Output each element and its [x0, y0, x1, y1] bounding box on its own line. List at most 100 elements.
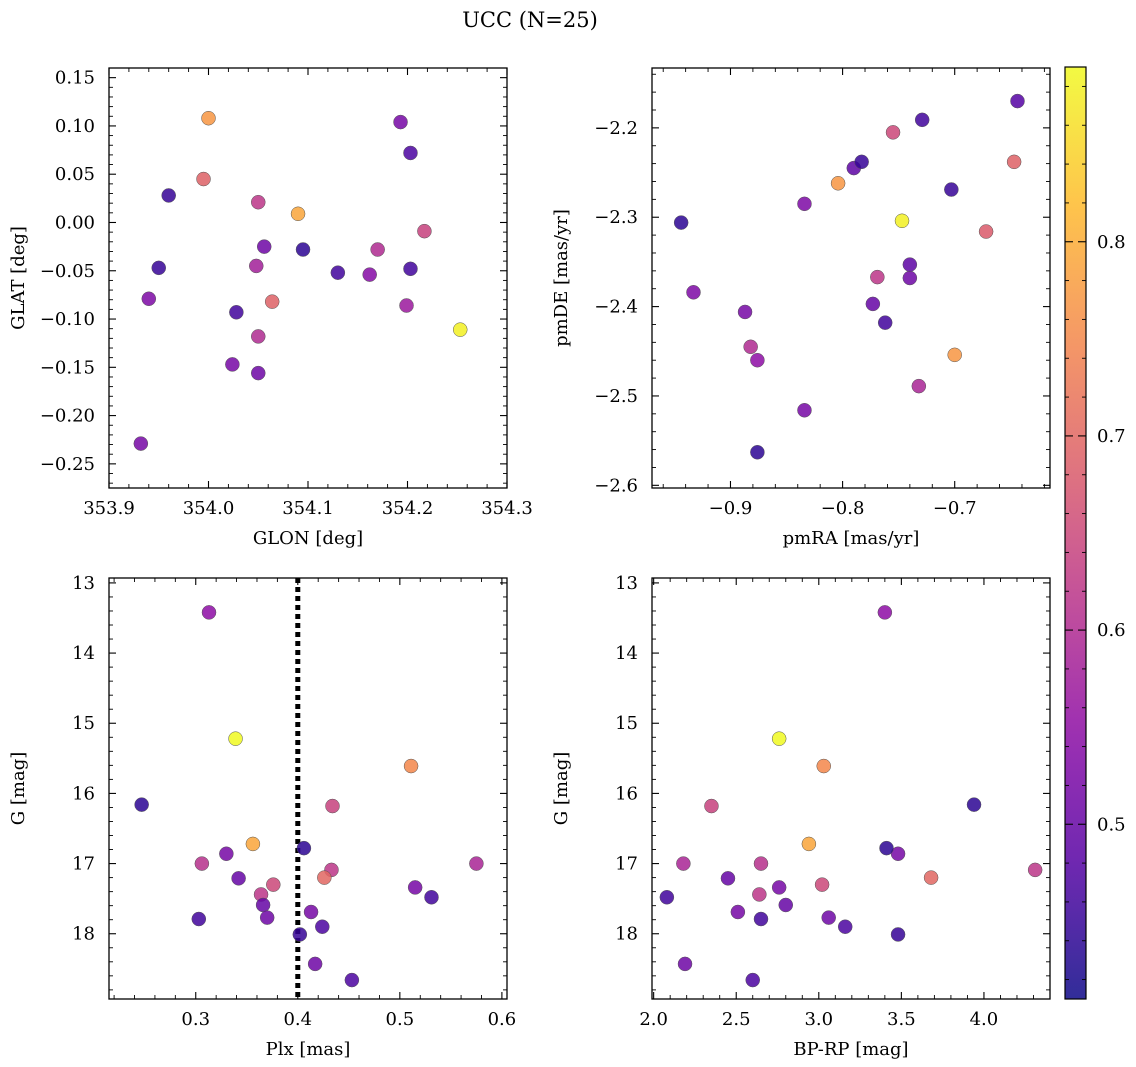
scatter-point	[196, 171, 211, 187]
scatter-point	[1006, 154, 1022, 170]
panel-top-right: −0.9 −0.8 −0.7 −2.6 −2.5 −2.4 −2.3 −2.2 pmRA [ma…	[551, 67, 1051, 549]
scatter-point	[753, 856, 769, 871]
x-tick-label: −0.7	[933, 498, 977, 519]
scatter-point	[659, 890, 675, 905]
scatter-point	[753, 911, 769, 927]
scatter-point	[877, 605, 893, 620]
scatter-point	[251, 194, 266, 210]
panel-bottom-right: 2.0 2.5 3.0 3.5 4.0 13 14 15 16 17 18 BP-RP [mag] G …	[551, 573, 1051, 1060]
scatter-point	[292, 927, 308, 942]
y-tick-label: −2.4	[594, 297, 638, 318]
colorbar-tick-label: 0.8	[1097, 232, 1126, 253]
scatter-point	[673, 215, 689, 230]
scatter-point	[194, 856, 210, 871]
scatter-point	[801, 836, 817, 852]
colorbar-tick-label: 0.6	[1097, 620, 1126, 641]
panel-top-left: 353.9 354.0 354.1 354.2 354.3 −0.25 −0.20 −0.15…	[8, 67, 533, 549]
scatter-point	[393, 114, 408, 130]
y-tick-label: 18	[72, 924, 95, 945]
scatter-point	[890, 927, 906, 942]
colorbar-tick-label: 0.7	[1097, 426, 1126, 447]
scatter-point	[966, 797, 982, 812]
y-tick-label: 14	[615, 643, 638, 664]
y-tick-label: −2.2	[594, 118, 638, 139]
axes-frame	[651, 67, 1051, 489]
y-axis-label: G [mag]	[551, 752, 572, 825]
y-tick-label: 18	[615, 924, 638, 945]
scatter-point	[452, 322, 468, 337]
scatter-point	[133, 436, 149, 451]
y-tick-label: 16	[72, 783, 95, 804]
x-tick-label: 354.3	[481, 498, 533, 519]
scatter-point	[201, 110, 216, 126]
scatter-point	[219, 846, 234, 862]
scatter-point	[879, 840, 894, 856]
scatter-point	[1010, 93, 1025, 109]
y-tick-label: −2.6	[594, 475, 638, 496]
y-tick-label: 0.10	[55, 116, 95, 137]
scatter-point	[399, 298, 414, 313]
scatter-point	[295, 242, 311, 257]
scatter-point	[797, 196, 812, 212]
y-tick-label: −0.15	[40, 357, 95, 378]
colorbar: 0.5 0.6 0.7 0.8	[1064, 66, 1126, 1000]
scatter-point	[877, 315, 893, 330]
x-tick-label: 3.5	[887, 1009, 916, 1030]
scatter-point	[403, 145, 418, 161]
y-tick-label: −0.25	[40, 454, 95, 475]
x-tick-label: 353.9	[83, 498, 135, 519]
scatter-point	[778, 897, 794, 913]
x-tick-label: 0.3	[181, 1009, 210, 1030]
colorbar-gradient	[1064, 66, 1087, 1000]
axes-frame	[651, 577, 1051, 1000]
y-tick-label: 0.05	[55, 164, 95, 185]
scatter-point	[231, 871, 246, 886]
y-tick-label: −2.3	[594, 207, 638, 228]
scatter-point	[894, 213, 910, 229]
scatter-point	[141, 291, 157, 307]
scatter-point	[134, 797, 149, 812]
scatter-point	[255, 897, 271, 913]
scatter-point	[362, 267, 377, 282]
scatter-point	[730, 904, 746, 920]
scatter-point	[161, 188, 176, 203]
scatter-point	[854, 154, 869, 170]
scatter-point	[914, 112, 930, 128]
scatter-point	[830, 176, 846, 191]
y-tick-label: 14	[72, 643, 95, 664]
scatter-point	[737, 304, 753, 320]
scatter-point	[403, 261, 418, 277]
scatter-point	[251, 365, 266, 381]
scatter-point	[923, 870, 939, 885]
scatter-point	[249, 258, 264, 274]
scatter-point	[407, 880, 423, 895]
panel-bottom-left: 0.3 0.4 0.5 0.6 13 14 15 16 17 18 Plx [mas] G [mag]	[8, 573, 516, 1060]
x-tick-label: 2.0	[639, 1009, 668, 1030]
figure-title: UCC (N=25)	[462, 8, 598, 32]
x-tick-label: −0.8	[821, 498, 865, 519]
scatter-point	[677, 956, 693, 972]
scatter-point	[317, 870, 332, 885]
scatter-point	[191, 911, 207, 927]
scatter-point	[256, 239, 272, 254]
scatter-point	[947, 347, 962, 363]
scatter-point	[1027, 862, 1043, 878]
x-tick-label: 354.0	[183, 498, 235, 519]
colorbar-tick-label: 0.5	[1097, 814, 1126, 835]
x-axis-label: pmRA [mas/yr]	[783, 528, 920, 549]
scatter-point	[403, 758, 419, 774]
y-tick-label: 16	[615, 783, 638, 804]
scatter-point	[676, 856, 691, 871]
x-tick-label: 0.4	[283, 1009, 312, 1030]
scatter-point	[303, 904, 319, 920]
scatter-point	[325, 798, 340, 814]
scatter-point	[752, 887, 767, 902]
y-tick-label: 17	[72, 854, 95, 875]
x-tick-label: 3.0	[804, 1009, 833, 1030]
scatter-point	[469, 856, 484, 871]
y-tick-label: 0.00	[55, 212, 95, 233]
x-axis-label: Plx [mas]	[266, 1039, 351, 1060]
scatter-point	[750, 445, 765, 460]
scatter-point	[821, 910, 836, 925]
x-axis-label: BP-RP [mag]	[793, 1039, 908, 1060]
